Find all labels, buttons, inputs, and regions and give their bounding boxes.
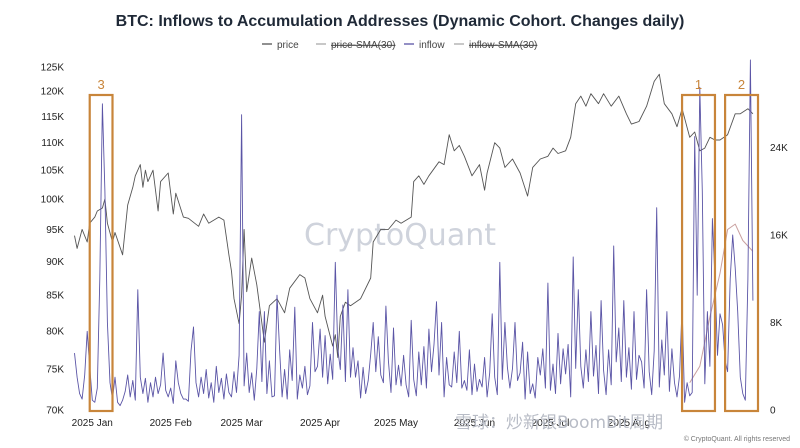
y-left-tick-label: 100K — [41, 195, 65, 206]
series-line-price — [74, 73, 754, 358]
series-line-inflow-sma-30 — [689, 223, 754, 383]
series-line-inflow — [74, 59, 754, 407]
x-tick-label: 2025 Aug — [608, 418, 650, 429]
series-layer — [74, 59, 754, 407]
annotation-label: 1 — [695, 77, 702, 92]
y-left-tick-label: 80K — [46, 327, 64, 338]
x-tick-label: 2025 Mar — [220, 418, 263, 429]
annotation-label: 3 — [97, 77, 104, 92]
x-tick-label: 2025 Feb — [150, 418, 193, 429]
y-left-tick-label: 110K — [41, 138, 64, 149]
y-left-tick-label: 115K — [41, 112, 64, 123]
legend-item[interactable]: inflow — [404, 40, 445, 51]
x-tick-label: 2025 Jan — [72, 418, 113, 429]
annotation-boxes: 3 1 2 — [88, 77, 760, 413]
y-left-tick-label: 70K — [46, 406, 64, 417]
chart-legend[interactable]: price price-SMA(30) inflow inflow-SMA(30) — [262, 40, 537, 51]
x-tick-label: 2025 Jun — [454, 418, 495, 429]
credit-text: © CryptoQuant. All rights reserved — [684, 435, 790, 443]
legend-label: price-SMA(30) — [331, 40, 395, 51]
x-tick-label: 2025 Jul — [532, 418, 570, 429]
legend-label: inflow-SMA(30) — [469, 40, 537, 51]
annotation-label: 2 — [738, 77, 745, 92]
legend-label: price — [277, 40, 299, 51]
watermark: CryptoQuant — [304, 218, 496, 253]
legend-item[interactable]: price-SMA(30) — [316, 40, 395, 51]
overlay-text: 雪球：炒新银BoomBit周期 — [455, 413, 663, 433]
y-left-tick-label: 85K — [46, 291, 64, 302]
y-right-tick-label: 16K — [770, 231, 788, 242]
x-axis: 2025 Jan 2025 Feb 2025 Mar 2025 Apr 2025 May… — [72, 418, 650, 429]
x-tick-label: 2025 Apr — [300, 418, 341, 429]
y-axis-left: 70K 75K 80K 85K 90K 95K 100K 105K 110K 115K 120K 12… — [41, 63, 65, 417]
y-right-tick-label: 24K — [770, 143, 788, 154]
legend-item[interactable]: price — [262, 40, 299, 51]
annotation-box — [680, 93, 717, 413]
legend-label: inflow — [419, 40, 445, 51]
x-tick-label: 2025 May — [374, 418, 418, 429]
y-left-tick-label: 75K — [46, 365, 64, 376]
y-left-tick-label: 95K — [46, 225, 64, 236]
annotation-box — [88, 93, 114, 413]
y-right-tick-label: 0 — [770, 406, 776, 417]
y-left-tick-label: 120K — [41, 87, 65, 98]
y-left-tick-label: 105K — [41, 166, 65, 177]
annotation-box — [723, 93, 760, 413]
y-left-tick-label: 125K — [41, 63, 65, 74]
y-right-tick-label: 8K — [770, 318, 783, 329]
legend-item[interactable]: inflow-SMA(30) — [454, 40, 537, 51]
y-left-tick-label: 90K — [46, 257, 64, 268]
chart-title: BTC: Inflows to Accumulation Addresses (… — [116, 13, 685, 30]
y-axis-right: 0 8K 16K 24K — [770, 143, 788, 417]
